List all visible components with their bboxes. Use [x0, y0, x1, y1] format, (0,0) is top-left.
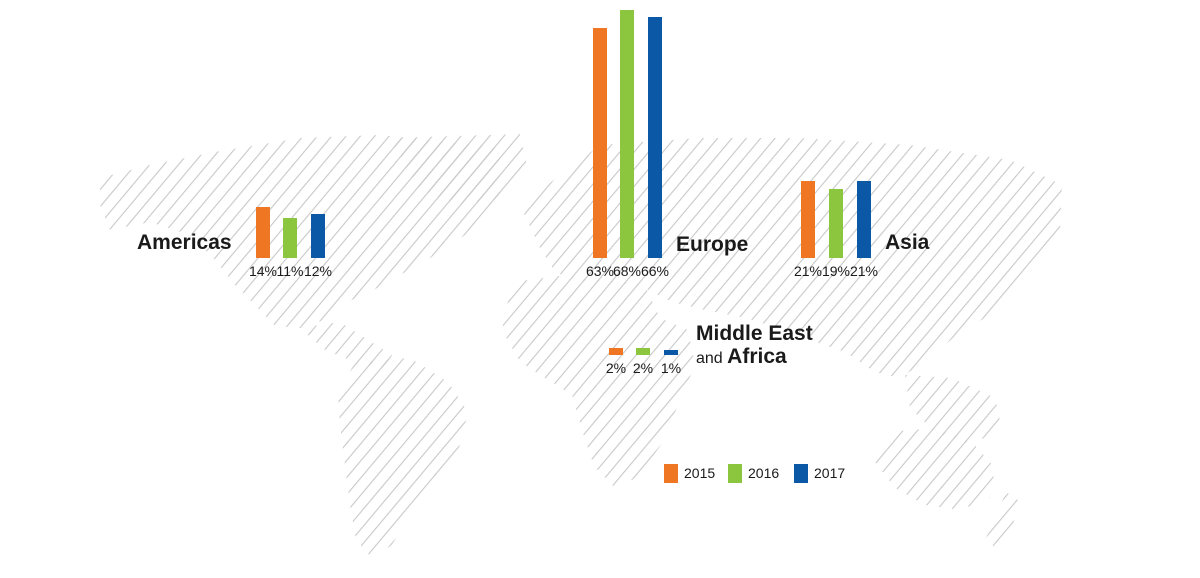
region-label-asia: Asia — [885, 231, 930, 254]
region-label-americas: Americas — [137, 231, 232, 254]
bar-americas-2017 — [311, 214, 325, 258]
central-america-shape — [300, 322, 392, 368]
value-label-asia-2017: 21% — [849, 263, 879, 279]
bar-europe-2016 — [620, 9, 634, 258]
bar-middle-east-africa-2017 — [664, 350, 678, 355]
legend-label-2017: 2017 — [814, 465, 846, 481]
value-label-asia-2016: 19% — [821, 263, 851, 279]
value-label-europe-2015: 63% — [585, 263, 615, 279]
value-label-americas-2017: 12% — [303, 263, 333, 279]
bar-middle-east-africa-2015 — [609, 347, 623, 355]
bar-europe-2017 — [648, 17, 662, 258]
bar-americas-2015 — [256, 206, 270, 258]
value-label-middle-east-africa-2017: 1% — [660, 360, 682, 376]
legend-swatch-2017 — [794, 464, 808, 483]
north-america-shape — [100, 135, 500, 328]
value-label-asia-2015: 21% — [793, 263, 823, 279]
region-label-mea-line1: Middle East — [696, 322, 813, 345]
africa-shape — [502, 276, 695, 488]
value-label-middle-east-africa-2015: 2% — [605, 360, 627, 376]
value-label-middle-east-africa-2016: 2% — [632, 360, 654, 376]
new-zealand-shape — [986, 492, 1018, 548]
bar-middle-east-africa-2016 — [636, 347, 650, 355]
southeast-asia-shape — [905, 375, 1002, 444]
bar-europe-2015 — [593, 28, 607, 258]
legend-swatch-2015 — [664, 464, 678, 483]
australia-shape — [875, 428, 995, 510]
greenland-shape — [390, 134, 528, 205]
south-america-shape — [338, 358, 468, 558]
value-label-europe-2017: 66% — [640, 263, 670, 279]
legend-label-2015: 2015 — [684, 465, 716, 481]
value-label-europe-2016: 68% — [612, 263, 642, 279]
legend-swatch-2016 — [728, 464, 742, 483]
region-label-mea-and: and — [696, 350, 723, 367]
bar-asia-2016 — [829, 188, 843, 258]
value-label-americas-2016: 11% — [276, 263, 304, 279]
bar-americas-2016 — [283, 217, 297, 258]
bar-asia-2015 — [801, 181, 815, 258]
legend-label-2016: 2016 — [748, 465, 780, 481]
value-label-americas-2015: 14% — [248, 263, 278, 279]
region-label-mea-africa: Africa — [727, 345, 787, 368]
region-label-middle-east-africa: Middle East and Africa — [696, 322, 813, 370]
region-label-europe: Europe — [676, 233, 749, 256]
bar-asia-2017 — [857, 181, 871, 258]
